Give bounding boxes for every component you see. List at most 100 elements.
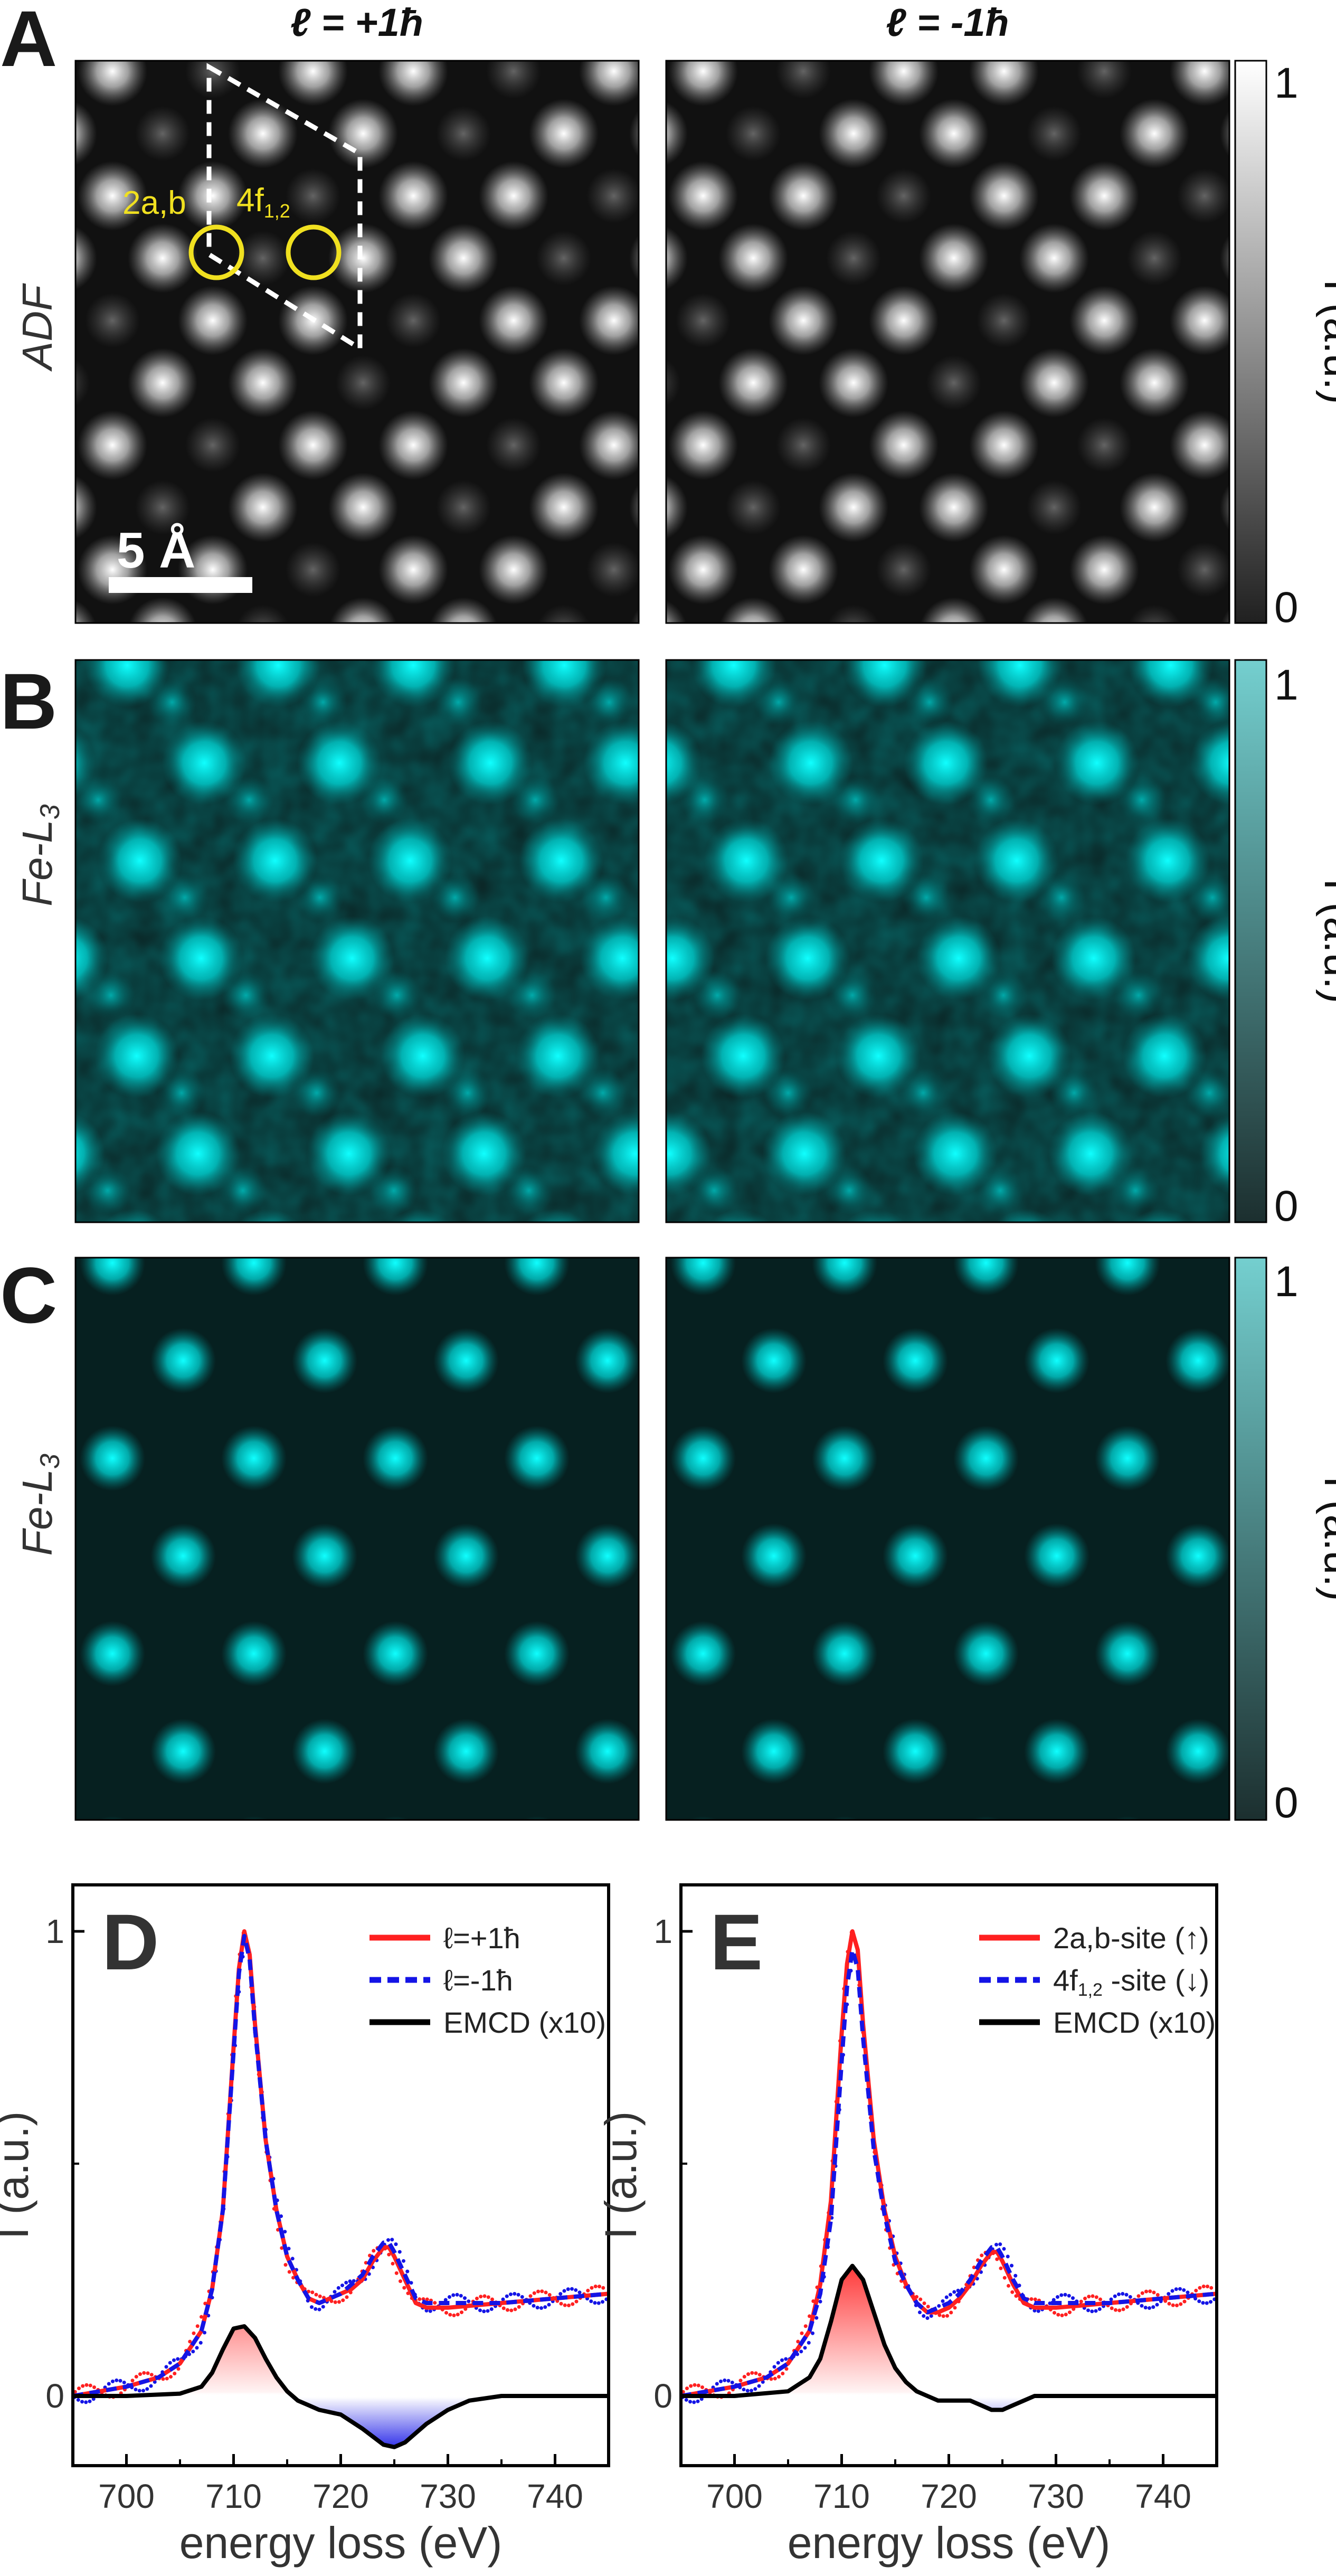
data-point — [941, 2299, 945, 2303]
data-point — [719, 2379, 723, 2383]
data-point — [944, 2295, 949, 2299]
data-point — [287, 2247, 291, 2251]
data-point — [688, 2400, 692, 2404]
fe-site — [1095, 1621, 1160, 1686]
data-point — [808, 2314, 811, 2318]
atom-column — [78, 61, 147, 106]
data-point — [387, 2252, 391, 2257]
data-point — [122, 2380, 126, 2384]
faint-atom-column — [135, 106, 190, 161]
data-point — [773, 2376, 777, 2381]
data-point — [314, 2307, 318, 2311]
data-point — [1110, 2306, 1114, 2310]
data-point — [80, 2400, 84, 2404]
data-point — [478, 2308, 482, 2313]
fe-site-weak — [296, 873, 344, 922]
atom-column — [579, 61, 639, 106]
data-point — [685, 2386, 689, 2391]
data-point — [1136, 2294, 1141, 2298]
data-point — [761, 2380, 765, 2384]
faint-atom-column — [336, 355, 391, 410]
data-point — [1182, 2299, 1187, 2304]
data-point — [161, 2377, 165, 2381]
colorbar-title-b: I (a.u.) — [1315, 879, 1336, 1004]
data-point — [165, 2376, 169, 2381]
data-point — [475, 2296, 479, 2300]
data-point — [745, 2389, 750, 2393]
fe-site — [522, 1816, 552, 1820]
data-point — [753, 2387, 757, 2391]
data-point — [467, 2299, 471, 2304]
atom-column — [1069, 286, 1139, 355]
fe-site — [974, 818, 1059, 903]
data-point — [1071, 2296, 1075, 2300]
data-point — [84, 2400, 88, 2404]
faint-atom-column — [676, 293, 731, 348]
atom-column — [228, 473, 298, 542]
fe-site-weak — [976, 1166, 1025, 1215]
y-tick-label: 0 — [653, 2377, 672, 2415]
fe-site-weak — [905, 678, 954, 726]
data-point — [402, 2259, 405, 2263]
data-point — [746, 2372, 750, 2376]
fe-site — [156, 1111, 240, 1196]
fe-site-weak — [373, 971, 421, 1020]
fe-site — [765, 916, 850, 1001]
atom-column — [920, 597, 988, 623]
fe-site — [995, 1209, 1057, 1222]
faint-atom-column — [135, 480, 190, 535]
fe-site — [593, 1111, 639, 1196]
fe-site — [292, 1719, 357, 1784]
fe-site — [80, 1621, 145, 1686]
fe-site — [812, 1258, 877, 1296]
data-point — [1143, 2306, 1148, 2310]
data-point — [460, 2310, 463, 2315]
y-axis-label: I (a.u.) — [0, 2111, 37, 2240]
data-point — [1117, 2292, 1121, 2296]
fe-site — [583, 721, 639, 805]
data-point — [593, 2285, 598, 2289]
data-point — [1086, 2308, 1090, 2313]
atom-column — [668, 410, 738, 480]
data-point — [141, 2389, 145, 2393]
faint-atom-column — [586, 168, 639, 223]
faint-atom-column — [666, 358, 680, 407]
fe-map-measured-right — [666, 660, 1229, 1222]
data-point — [1167, 2301, 1171, 2306]
colorbar-min-a: 0 — [1274, 583, 1299, 631]
data-point — [195, 2346, 199, 2350]
fe-site — [389, 1209, 451, 1222]
column-header-right: ℓ = -1ħ — [886, 1, 1009, 44]
atom-column — [75, 599, 96, 623]
data-point — [318, 2294, 322, 2298]
data-point — [601, 2300, 604, 2304]
data-point — [1148, 2306, 1151, 2310]
fe-site — [98, 818, 182, 903]
data-point — [1175, 2303, 1179, 2307]
fe-site — [575, 1523, 639, 1589]
data-point — [754, 2371, 758, 2375]
data-point — [291, 2276, 295, 2280]
data-point — [501, 2297, 505, 2301]
fe-site-weak — [434, 678, 482, 726]
fe-site — [363, 1621, 428, 1686]
faint-atom-column — [436, 106, 491, 161]
colorbar-cyan-b — [1234, 659, 1267, 1223]
data-point — [1063, 2292, 1067, 2297]
fe-site — [1055, 721, 1139, 805]
atom-column — [629, 483, 639, 532]
data-point — [317, 2307, 321, 2311]
row-label-adf: ADF — [14, 283, 61, 372]
data-point — [780, 2358, 784, 2362]
data-point — [757, 2384, 761, 2388]
data-point — [742, 2375, 746, 2379]
fe-site — [1125, 818, 1210, 903]
atom-column — [128, 223, 197, 293]
fe-site-weak — [148, 678, 196, 726]
fe-site-weak — [292, 1069, 341, 1117]
data-point — [1029, 2297, 1034, 2301]
colorbar-max-c: 1 — [1274, 1258, 1299, 1306]
fe-site — [691, 660, 776, 707]
data-point — [138, 2372, 142, 2376]
data-point — [1174, 2287, 1178, 2291]
